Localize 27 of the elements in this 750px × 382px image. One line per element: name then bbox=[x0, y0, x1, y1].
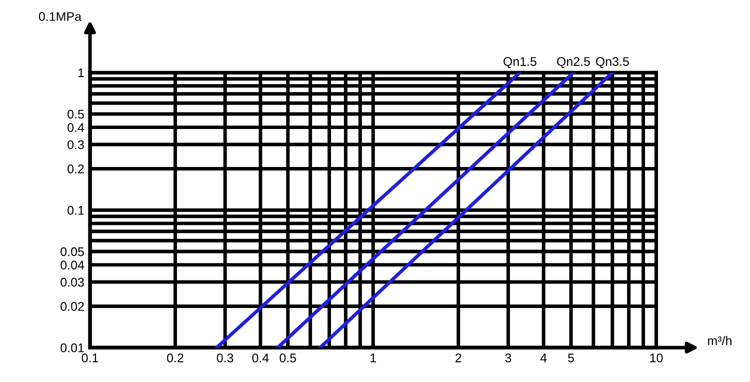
x-tick-label: 0.5 bbox=[280, 354, 296, 362]
y-axis-title: 0.1MPa bbox=[38, 12, 82, 21]
y-tick-label: 0.03 bbox=[60, 278, 84, 287]
y-tick-label: 0.01 bbox=[60, 343, 84, 352]
y-tick-label: 0.3 bbox=[68, 140, 84, 150]
y-tick-label: 0.04 bbox=[60, 260, 84, 270]
y-tick-label: 1 bbox=[78, 68, 84, 78]
x-tick-label: 0.4 bbox=[252, 354, 269, 362]
x-axis-title: m³/h bbox=[708, 336, 732, 346]
x-tick-label: 4 bbox=[540, 354, 547, 362]
x-tick-label: 0.3 bbox=[216, 354, 234, 362]
y-tick-label: 0.5 bbox=[68, 110, 84, 119]
x-tick-label: 0.2 bbox=[167, 354, 184, 362]
x-tick-label: 3 bbox=[505, 354, 512, 362]
y-tick-label: 0.02 bbox=[60, 302, 84, 311]
series-label: Qn1.5 bbox=[503, 57, 536, 68]
x-tick-label: 0.1 bbox=[82, 354, 98, 362]
x-tick-label: 2 bbox=[456, 354, 462, 362]
x-tick-label: 1 bbox=[370, 354, 376, 362]
y-tick-label: 0.1 bbox=[68, 206, 84, 215]
y-tick-label: 0.05 bbox=[60, 247, 84, 256]
y-tick-label: 0.4 bbox=[68, 123, 84, 132]
series-label: Qn2.5 bbox=[557, 57, 590, 68]
y-tick-label: 0.2 bbox=[68, 164, 84, 174]
x-tick-label: 5 bbox=[568, 354, 574, 362]
series-label: Qn3.5 bbox=[596, 57, 629, 68]
x-tick-label: 10 bbox=[650, 354, 663, 362]
